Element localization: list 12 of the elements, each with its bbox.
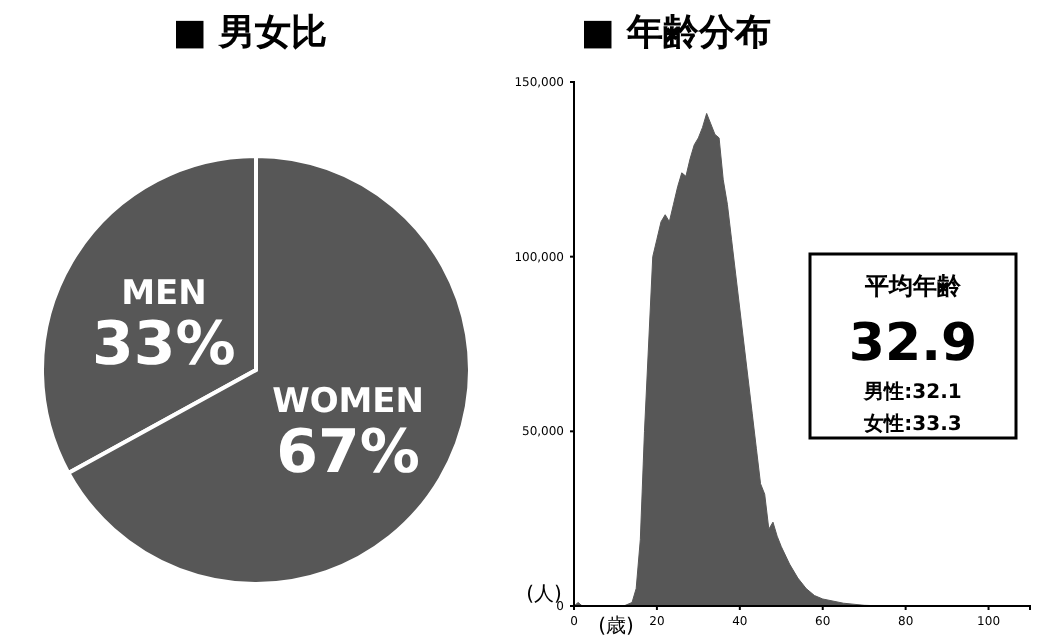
annotation: 平均年齢 [863,272,963,300]
y-axis-title: (人) [526,584,562,606]
slice-label: MEN [121,273,207,314]
chart-title: ■ 男女比 [172,12,328,54]
annotation: 男性:32.1 [862,380,962,404]
slice-label: WOMEN [272,382,425,423]
annotation: 女性:33.3 [862,412,962,436]
data-label: 67% [276,418,420,489]
data-label: 33% [92,309,236,380]
annotation: 32.9 [848,314,978,374]
x-axis-title: (歳) [598,614,634,638]
chart-title: ■ 年齢分布 [580,12,772,54]
